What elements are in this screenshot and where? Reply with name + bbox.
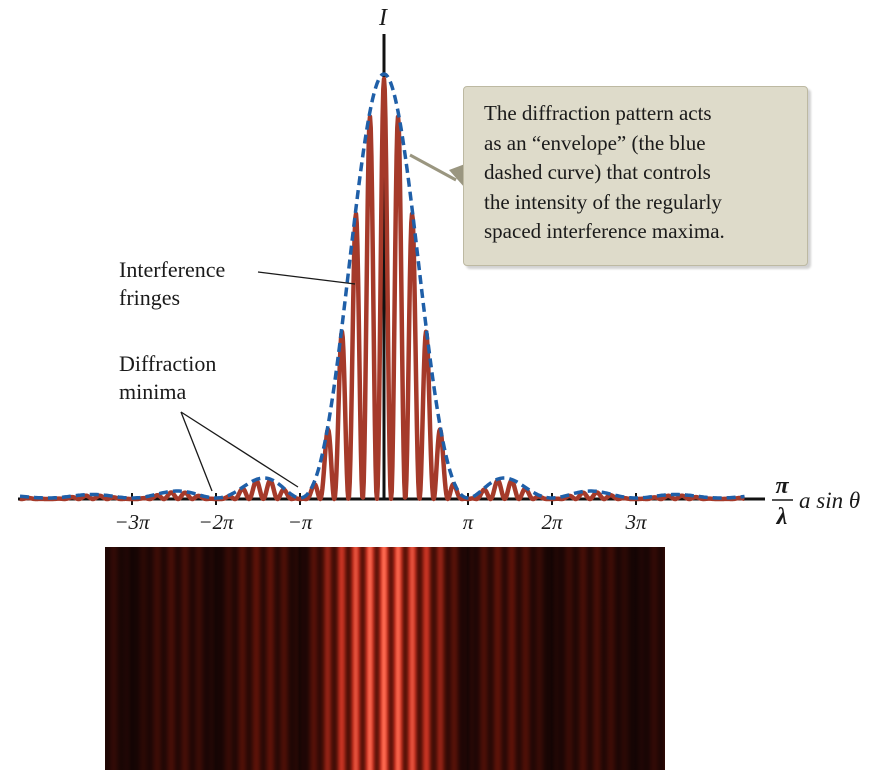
diffraction-minima-label-line2: minima [119,379,186,404]
fringe-photograph [105,547,665,770]
x-tick-labels: −3π −2π −π π 2π 3π [114,510,647,534]
y-axis-label: I [378,5,388,31]
x-axis-label-numerator: π [775,473,789,499]
x-tick-label: −3π [114,510,150,534]
diffraction-minima-label-line1: Diffraction [119,351,216,376]
interference-fringes-leader [257,271,356,285]
interference-fringes-label-line1: Interference [119,257,225,282]
interference-fringes-label-line2: fringes [119,285,180,310]
diffraction-envelope-curve [19,72,745,500]
diffraction-minima-leader-left [180,411,213,492]
x-axis-label-denominator: λ [776,504,788,530]
x-tick-label: −π [288,510,313,534]
x-tick-label: π [463,510,474,534]
callout-line-1: The diffraction pattern acts [484,101,712,125]
x-tick-label: −2π [198,510,234,534]
callout-line-2: as an “envelope” (the blue [484,130,706,155]
x-axis-label-expression: a sin θ [799,488,860,513]
callout-leader [409,153,457,182]
callout-line-5: spaced interference maxima. [484,219,725,243]
x-tick-label: 2π [541,510,563,534]
x-tick-label: 3π [624,510,647,534]
envelope-callout-box: The diffraction pattern acts as an “enve… [463,86,808,266]
callout-line-4: the intensity of the regularly [484,189,722,214]
callout-line-3: dashed curve) that controls [484,160,711,184]
diffraction-minima-leader-right [180,411,299,488]
callout-pointer [449,164,465,188]
